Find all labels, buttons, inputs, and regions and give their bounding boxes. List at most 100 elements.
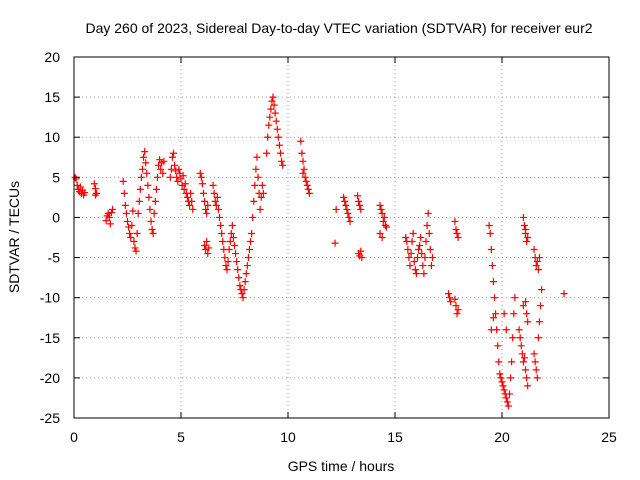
data-point: [125, 223, 133, 231]
data-point: [223, 266, 231, 274]
y-tick-label: -5: [48, 250, 61, 266]
data-point: [519, 302, 527, 310]
data-point: [530, 246, 538, 254]
data-point: [447, 298, 455, 306]
data-point: [278, 157, 286, 165]
data-point: [412, 270, 420, 278]
data-point: [180, 185, 188, 193]
data-point: [516, 334, 524, 342]
x-axis-label: GPS time / hours: [288, 458, 395, 474]
data-point: [346, 217, 354, 225]
data-point: [495, 358, 503, 366]
x-tick-label: 20: [494, 429, 510, 445]
data-point: [419, 262, 427, 270]
data-point: [535, 318, 543, 326]
data-point: [404, 246, 412, 254]
data-point: [507, 374, 515, 382]
data-point: [149, 229, 157, 237]
data-point: [241, 278, 249, 286]
data-point: [417, 234, 425, 241]
data-point: [254, 173, 262, 181]
data-point: [270, 101, 278, 109]
data-point: [508, 358, 516, 366]
data-point: [299, 157, 307, 165]
data-point: [104, 209, 112, 217]
data-point: [133, 229, 141, 237]
data-point: [227, 229, 235, 237]
data-point: [171, 161, 179, 169]
y-axis-label: SDTVAR / TECUs: [6, 181, 22, 293]
data-point: [235, 274, 243, 282]
data-point: [524, 234, 532, 241]
data-point: [159, 169, 167, 177]
data-point: [173, 173, 181, 181]
data-point: [511, 294, 519, 302]
data-point: [502, 394, 510, 402]
data-point: [492, 310, 500, 318]
data-point: [379, 217, 387, 225]
data-point: [428, 254, 436, 262]
data-point: [423, 221, 431, 229]
data-point: [420, 270, 428, 278]
data-point: [415, 246, 423, 254]
data-point: [345, 213, 353, 221]
data-point: [522, 366, 530, 374]
data-point: [238, 290, 246, 298]
data-point: [519, 358, 527, 366]
data-point: [259, 189, 267, 197]
data-point: [302, 177, 310, 185]
data-point: [214, 205, 222, 213]
data-point: [244, 254, 252, 262]
data-point: [188, 197, 196, 205]
data-point: [243, 262, 251, 270]
chart-title: Day 260 of 2023, Sidereal Day-to-day VTE…: [85, 20, 592, 36]
data-point: [505, 390, 513, 398]
data-point: [216, 213, 224, 221]
data-point: [340, 193, 348, 201]
data-point: [402, 234, 410, 241]
data-point: [242, 270, 250, 278]
tick-labels: 0 5 10 15 20 25 -25 -20 -15 -10 -5 0 5 10 15 20: [40, 49, 617, 445]
data-point: [229, 234, 237, 241]
data-point: [245, 246, 253, 254]
data-point: [499, 382, 507, 390]
x-tick-label: 10: [280, 429, 296, 445]
data-point: [168, 153, 176, 161]
data-point: [203, 238, 211, 246]
data-point: [143, 169, 151, 177]
data-point: [298, 149, 306, 157]
data-point: [376, 201, 384, 209]
data-point: [204, 201, 212, 209]
data-point: [187, 189, 195, 197]
data-point: [510, 310, 518, 318]
data-point: [148, 225, 156, 233]
data-point: [144, 181, 152, 189]
data-point: [421, 254, 429, 262]
data-point: [454, 306, 462, 314]
data-point: [91, 185, 99, 193]
data-point: [410, 258, 418, 266]
data-point: [452, 225, 460, 233]
data-point: [416, 242, 424, 250]
data-point: [265, 121, 273, 129]
data-point: [524, 318, 532, 326]
data-point: [303, 181, 311, 189]
data-point: [533, 258, 541, 266]
data-point: [489, 314, 497, 322]
data-point: [178, 181, 186, 189]
data-point: [425, 229, 433, 237]
data-point: [358, 254, 366, 262]
data-point: [107, 209, 115, 217]
data-point: [189, 205, 197, 213]
data-point: [357, 205, 365, 213]
data-point: [275, 141, 283, 149]
data-point: [251, 181, 259, 189]
data-point: [257, 193, 265, 201]
data-point: [520, 354, 528, 362]
data-point: [202, 205, 210, 213]
data-point: [221, 254, 229, 262]
x-tick-label: 25: [601, 429, 617, 445]
data-point: [535, 254, 543, 262]
data-point: [297, 137, 305, 145]
